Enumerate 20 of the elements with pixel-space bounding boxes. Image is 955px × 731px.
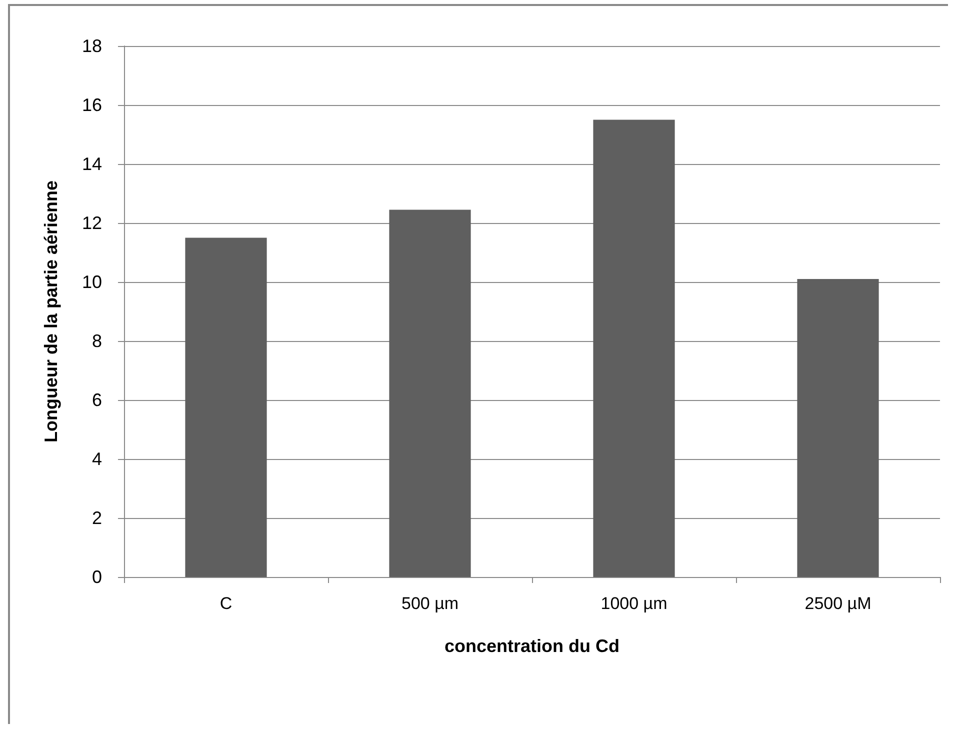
y-tick-label: 6 [92, 390, 102, 410]
x-tick-label: C [220, 594, 232, 613]
x-tick-label: 500 µm [401, 594, 459, 613]
y-tick-label: 18 [82, 36, 102, 56]
y-tick-label: 12 [82, 213, 102, 233]
bar [797, 279, 879, 577]
bar [593, 120, 675, 577]
x-axis-title: concentration du Cd [444, 636, 620, 656]
y-tick-label: 4 [92, 449, 102, 469]
y-axis-title: Longueur de la partie aérienne [41, 180, 61, 443]
y-tick-label: 8 [92, 331, 102, 351]
y-tick-label: 2 [92, 508, 102, 528]
x-tick-label: 1000 µm [600, 594, 668, 613]
bar [185, 238, 267, 577]
bar [389, 210, 471, 577]
y-tick-label: 0 [92, 567, 102, 587]
x-tick-label: 2500 µM [804, 594, 872, 613]
y-tick-label: 10 [82, 272, 102, 292]
y-tick-label: 14 [82, 154, 102, 174]
y-tick-label: 16 [82, 95, 102, 115]
